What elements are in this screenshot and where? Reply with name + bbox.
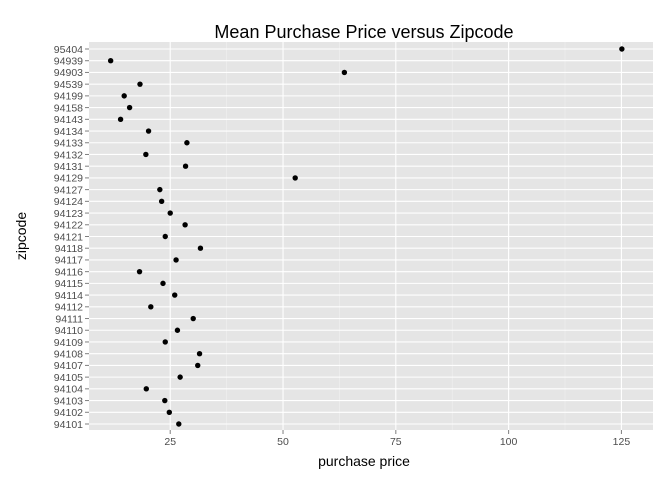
y-tick-label: 94114 xyxy=(55,290,84,302)
data-point xyxy=(182,163,189,169)
data-point xyxy=(121,93,127,99)
y-tick-label: 94132 xyxy=(54,149,83,161)
data-point xyxy=(177,374,183,380)
data-point xyxy=(126,104,133,111)
y-tick-label: 94103 xyxy=(54,395,83,407)
y-tick-label: 94143 xyxy=(54,114,83,126)
data-point xyxy=(195,362,201,369)
y-tick-label: 94110 xyxy=(55,325,84,337)
y-tick-label: 94115 xyxy=(55,278,84,290)
y-tick-label: 94123 xyxy=(54,208,83,220)
data-point xyxy=(143,151,149,158)
y-tick-label: 94102 xyxy=(54,407,83,419)
x-axis: 25 50 75 100 125 xyxy=(164,430,630,448)
y-tick-label: 94108 xyxy=(54,348,83,360)
y-tick-label: 94118 xyxy=(55,243,84,255)
data-point xyxy=(143,386,150,392)
y-tick-label: 94107 xyxy=(54,360,83,372)
y-tick-label: 94121 xyxy=(54,231,83,243)
data-point xyxy=(619,46,625,52)
data-point xyxy=(167,210,173,216)
data-point xyxy=(176,421,182,427)
x-tick-label: 75 xyxy=(390,436,402,448)
y-tick-label: 94111 xyxy=(55,313,83,325)
y-tick-label: 94131 xyxy=(54,161,83,173)
data-point xyxy=(190,315,196,322)
data-point xyxy=(157,186,163,193)
y-axis: 9410194102941039410494105941079410894109… xyxy=(54,44,89,431)
data-point xyxy=(172,292,178,298)
y-tick-label: 94101 xyxy=(54,419,83,431)
data-point xyxy=(292,175,298,181)
y-tick-label: 94104 xyxy=(54,384,83,396)
data-point xyxy=(173,257,179,263)
x-tick-label: 25 xyxy=(164,436,176,448)
y-tick-label: 94939 xyxy=(54,56,83,68)
data-point xyxy=(136,268,143,275)
x-tick-label: 50 xyxy=(277,436,289,448)
y-tick-label: 94124 xyxy=(54,196,83,208)
data-point xyxy=(184,140,190,146)
data-point xyxy=(160,280,166,287)
y-tick-label: 94133 xyxy=(54,138,83,150)
data-point xyxy=(197,245,204,251)
data-point xyxy=(166,409,173,415)
y-tick-label: 94122 xyxy=(54,220,83,232)
x-tick-label: 125 xyxy=(613,436,631,448)
data-point xyxy=(162,233,168,240)
data-point xyxy=(107,58,114,64)
y-tick-label: 94117 xyxy=(55,255,84,267)
data-point xyxy=(341,69,348,76)
y-tick-label: 94134 xyxy=(54,126,83,138)
y-tick-label: 94129 xyxy=(54,173,83,185)
data-point xyxy=(162,339,168,345)
x-axis-title: purchase price xyxy=(318,453,410,469)
data-point xyxy=(182,222,188,228)
y-tick-label: 94158 xyxy=(54,102,83,114)
y-tick-label: 94116 xyxy=(55,266,84,278)
data-point xyxy=(158,198,165,205)
data-point xyxy=(148,304,154,310)
y-tick-label: 94539 xyxy=(54,79,83,91)
y-tick-label: 94112 xyxy=(55,302,84,314)
data-points xyxy=(107,46,625,427)
y-tick-label: 95404 xyxy=(54,44,83,56)
data-point xyxy=(137,81,143,87)
y-axis-title: zipcode xyxy=(13,212,29,260)
data-point xyxy=(145,128,152,134)
data-point xyxy=(117,116,124,123)
x-tick-label: 100 xyxy=(500,436,518,448)
y-tick-label: 94127 xyxy=(54,184,83,196)
y-tick-label: 94105 xyxy=(54,372,83,384)
data-point xyxy=(174,327,181,333)
y-tick-label: 94109 xyxy=(54,337,83,349)
data-point xyxy=(162,397,168,404)
y-tick-label: 94199 xyxy=(54,91,83,103)
chart-title: Mean Purchase Price versus Zipcode xyxy=(214,22,513,42)
y-tick-label: 94903 xyxy=(54,67,83,79)
data-point xyxy=(196,350,203,357)
grid-lines xyxy=(89,42,653,430)
